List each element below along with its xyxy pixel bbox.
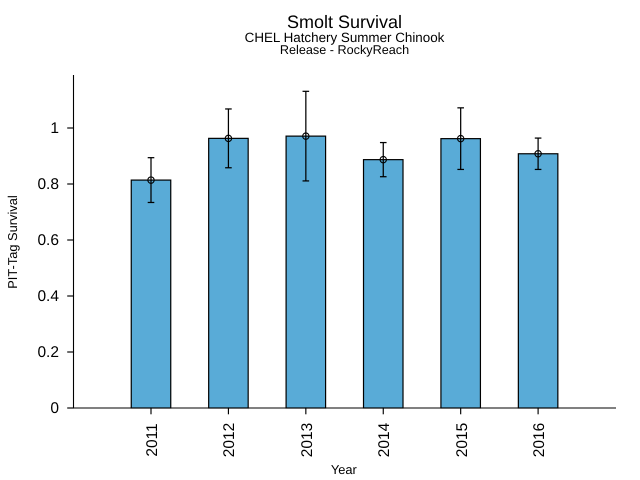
chart-subtitle-line2: Release - RockyReach (279, 43, 410, 58)
y-tick-label-0.8: 0.8 (37, 175, 59, 193)
y-tick-label-0.4: 0.4 (37, 287, 59, 305)
bar-2015 (440, 138, 482, 409)
chart-title: Smolt Survival (286, 12, 403, 33)
y-tick-label-0.2: 0.2 (37, 343, 59, 361)
bar-2016 (517, 153, 559, 409)
x-tick-label-2015: 2015 (453, 422, 471, 457)
marker-circle-2014 (379, 155, 388, 164)
x-tick-label-2011: 2011 (144, 422, 161, 457)
y-tick-label-0.6: 0.6 (37, 231, 59, 249)
y-tick-label-1: 1 (50, 119, 59, 137)
bar-2011 (130, 179, 172, 409)
x-axis-label: Year (330, 462, 357, 478)
marker-circle-2015 (456, 134, 465, 143)
bar-2012 (208, 137, 249, 409)
bar-2014 (362, 159, 404, 409)
marker-circle-2011 (147, 176, 155, 184)
x-tick-label-2014: 2014 (376, 422, 394, 457)
marker-circle-2012 (224, 134, 233, 143)
y-tick-label-0: 0 (50, 399, 59, 417)
x-tick-label-2013: 2013 (298, 422, 316, 457)
x-tick-label-2012: 2012 (221, 422, 239, 457)
marker-circle-2013 (302, 132, 310, 140)
chart-subtitle-line1: CHEL Hatchery Summer Chinook (244, 29, 445, 45)
x-tick-label-2016: 2016 (531, 422, 549, 457)
marker-circle-2016 (534, 150, 542, 158)
